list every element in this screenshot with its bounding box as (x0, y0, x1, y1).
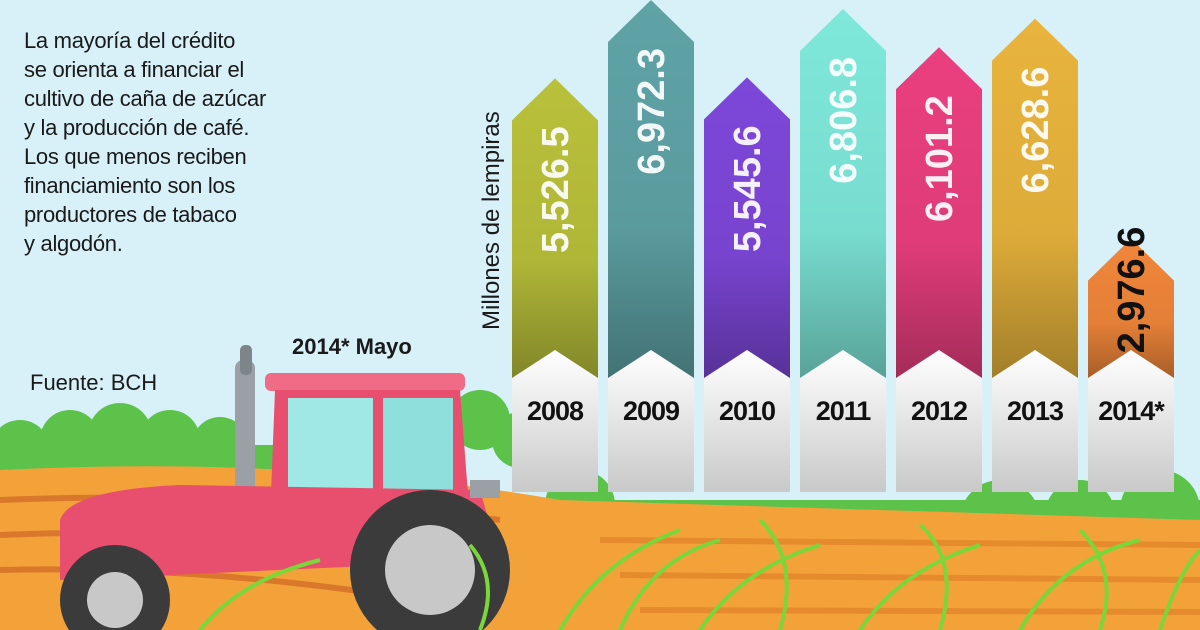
description-line: y algodón. (24, 231, 123, 256)
x-tick-label: 2013 (1007, 396, 1064, 426)
bar-shading (800, 8, 886, 379)
description-line: cultivo de caña de azúcar (24, 86, 266, 111)
tractor-icon (60, 345, 510, 630)
description-line: productores de tabaco (24, 202, 237, 227)
data-label: 6,806.8 (823, 57, 865, 184)
description-line: Los que menos reciben (24, 144, 247, 169)
data-label: 6,972.3 (631, 48, 673, 175)
description-text: La mayoría del crédito se orienta a fina… (24, 26, 354, 258)
bar-group-2014: 2014* 2,976.6 (1088, 227, 1174, 492)
description-line: y la producción de café. (24, 115, 250, 140)
category-label-box (896, 350, 982, 492)
x-tick-label: 2014* (1098, 396, 1165, 426)
bar-group-2013: 2013 6,628.6 (992, 18, 1078, 492)
bar-group-2012: 2012 6,101.2 (896, 47, 982, 492)
data-label: 6,101.2 (919, 95, 961, 222)
x-tick-label: 2011 (816, 396, 872, 426)
grass-blades (198, 518, 1200, 630)
category-label-box (1088, 350, 1174, 492)
data-label: 2,976.6 (1111, 227, 1153, 354)
description-line: se orienta a financiar el (24, 57, 244, 82)
x-tick-label: 2012 (911, 396, 967, 426)
description-line: La mayoría del crédito (24, 28, 236, 53)
category-label-box (704, 350, 790, 492)
category-label-box (800, 350, 886, 492)
category-label-box (512, 350, 598, 492)
bar-group-2011: 2011 6,806.8 (800, 8, 886, 492)
x-tick-label: 2010 (719, 396, 775, 426)
bar-shading (896, 47, 982, 378)
bar-shading (1088, 238, 1174, 378)
bar-group-2010: 2010 5,545.6 (704, 77, 790, 492)
category-label-box (992, 350, 1078, 492)
bar-group-2009: 2009 6,972.3 (608, 0, 694, 492)
x-tick-label: 2008 (527, 396, 584, 426)
data-label: 5,526.5 (535, 126, 577, 253)
bar-shading (512, 78, 598, 379)
bar-shading (992, 18, 1078, 378)
bar-shading (704, 77, 790, 379)
data-label: 5,545.6 (727, 125, 769, 252)
category-label-box (608, 350, 694, 492)
description-line: financiamiento son los (24, 173, 236, 198)
bar-group-2008: 2008 5,526.5 (512, 78, 598, 492)
footnote-label: 2014* Mayo (292, 334, 412, 359)
x-tick-label: 2009 (623, 396, 680, 426)
data-label: 6,628.6 (1015, 67, 1057, 194)
source-label: Fuente: BCH (30, 370, 158, 395)
bar-shading (608, 0, 694, 378)
